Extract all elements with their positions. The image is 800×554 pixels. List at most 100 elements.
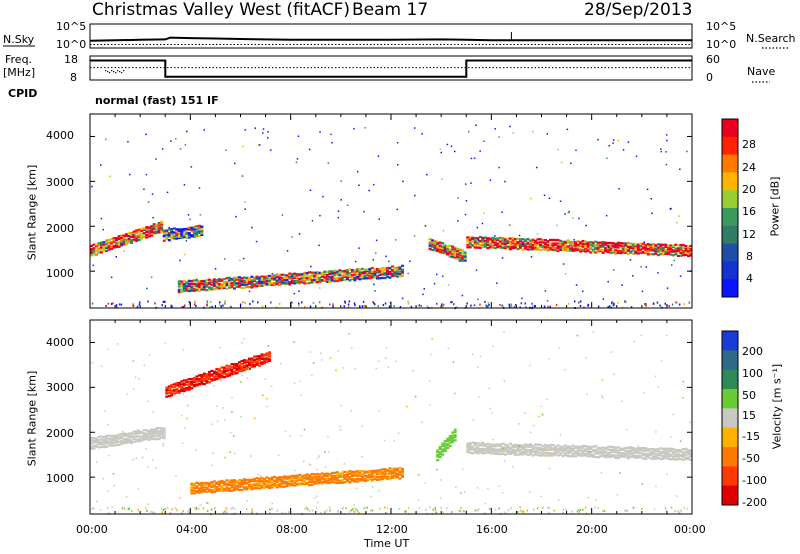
velocity-cell [554, 452, 557, 455]
velocity-cell [205, 490, 209, 493]
power-cell [501, 243, 505, 247]
power-cell [641, 246, 645, 249]
velocity-ground-scatter [597, 506, 599, 509]
power-cell [235, 285, 239, 288]
power-cell [353, 276, 357, 279]
velocity-cell [651, 448, 655, 451]
power-cell [102, 249, 106, 253]
velocity-cell [391, 476, 394, 479]
power-cell [596, 243, 600, 247]
power-cell [205, 285, 209, 288]
velocity-cell [233, 372, 236, 375]
power-speckle [203, 129, 205, 131]
power-cell [137, 234, 141, 237]
velocity-cell [493, 450, 497, 453]
power-cell [651, 246, 655, 249]
power-speckle [239, 280, 242, 282]
velocity-cell [654, 448, 658, 451]
velocity-cell [687, 451, 690, 454]
velocity-cell [446, 437, 450, 441]
velocity-cell [503, 448, 507, 451]
power-cell [348, 268, 352, 271]
power-colorbar-segment [722, 279, 738, 298]
velocity-cell [215, 481, 219, 484]
velocity-ground-scatter [425, 509, 427, 512]
power-cell [202, 281, 206, 284]
power-ground-scatter [676, 301, 678, 304]
velocity-cell [471, 445, 475, 448]
power-cell [365, 274, 369, 277]
power-speckle [461, 294, 464, 297]
velocity-cell [283, 482, 287, 485]
power-cell [132, 233, 136, 236]
velocity-cell [363, 479, 367, 483]
power-cell [170, 237, 174, 240]
power-cell [333, 274, 337, 277]
power-cell [300, 277, 304, 280]
velocity-cell [150, 435, 154, 438]
velocity-cell [290, 479, 294, 483]
velocity-cell [496, 448, 500, 451]
velocity-cell [348, 476, 352, 479]
velocity-cell [228, 489, 231, 492]
power-speckle [143, 188, 145, 190]
velocity-cell [518, 451, 522, 454]
power-cell [376, 277, 379, 280]
velocity-cell [601, 454, 605, 458]
velocity-cell [579, 448, 583, 451]
velocity-cell [217, 487, 221, 490]
power-cell [661, 253, 665, 256]
velocity-cell [160, 427, 164, 430]
velocity-cell [373, 471, 377, 474]
power-cell [488, 242, 492, 245]
velocity-cell [177, 385, 181, 388]
velocity-cell [175, 382, 179, 385]
velocity-speckle [132, 458, 134, 461]
power-cell [466, 246, 470, 249]
power-cell [265, 280, 269, 283]
power-cell [127, 235, 131, 238]
velocity-cell [614, 454, 618, 457]
velocity-cell [243, 359, 246, 362]
velocity-cell [182, 384, 186, 387]
velocity-cell [222, 369, 226, 372]
velocity-cell [235, 488, 239, 491]
power-cell [616, 241, 620, 244]
power-cell [616, 251, 620, 254]
velocity-cell [581, 452, 585, 455]
velocity-cell [207, 485, 211, 488]
velocity-cell [551, 444, 555, 447]
power-cell [473, 239, 477, 242]
power-cell [310, 271, 314, 274]
power-cell [202, 288, 206, 291]
power-ground-scatter [347, 303, 350, 306]
velocity-cell [378, 470, 382, 474]
velocity-cell [182, 389, 186, 393]
power-cell [253, 276, 256, 279]
velocity-cell [534, 443, 537, 446]
velocity-cell [443, 448, 447, 451]
velocity-speckle [212, 452, 214, 454]
velocity-cell [253, 485, 256, 488]
velocity-cell [107, 437, 111, 440]
velocity-cell [651, 455, 655, 458]
power-cell [355, 275, 359, 278]
power-cell [569, 242, 573, 246]
power-cell [165, 229, 169, 232]
power-cell [526, 248, 530, 251]
velocity-cell [333, 471, 337, 474]
velocity-cell [365, 479, 369, 482]
power-cbar-tick-20: 20 [742, 183, 756, 196]
velocity-speckle [241, 374, 243, 377]
velocity-cell [616, 451, 620, 455]
power-ground-scatter [678, 303, 681, 306]
power-cell [468, 236, 472, 240]
velocity-speckle [141, 456, 144, 459]
velocity-cell [260, 482, 264, 485]
velocity-cell [318, 479, 322, 483]
velocity-cell [441, 448, 445, 451]
power-cell [243, 279, 246, 282]
power-ground-scatter [244, 302, 246, 305]
velocity-cell [180, 380, 184, 383]
velocity-cell [320, 472, 324, 475]
